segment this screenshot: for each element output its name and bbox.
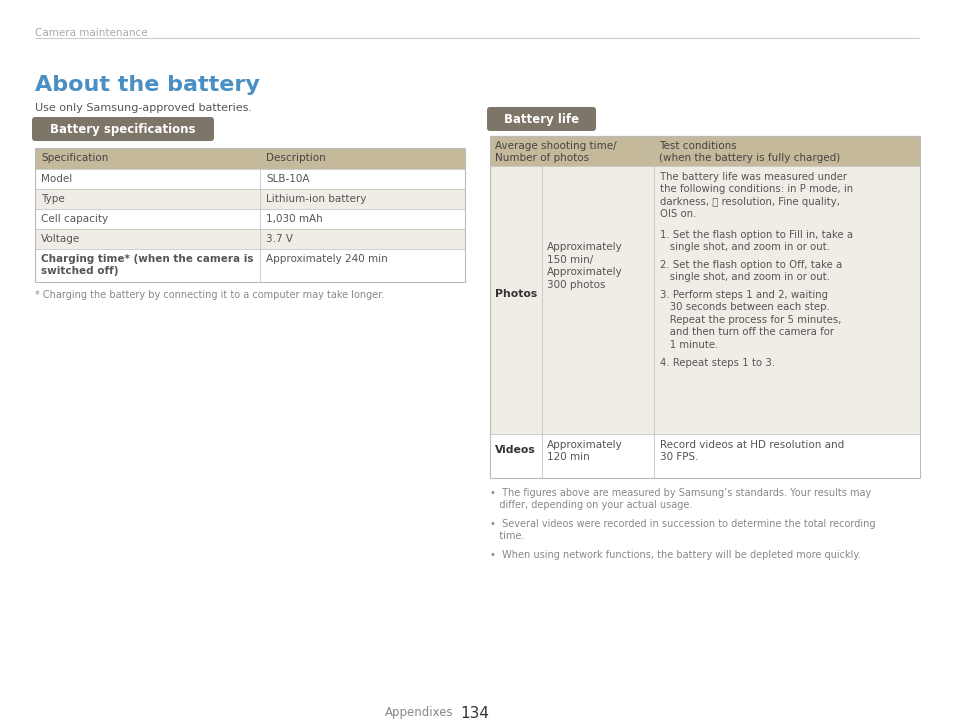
Text: Battery specifications: Battery specifications	[51, 122, 195, 135]
Text: SLB-10A: SLB-10A	[266, 174, 309, 184]
Bar	[490, 166, 541, 434]
Text: Approximately 240 min: Approximately 240 min	[266, 254, 387, 264]
Text: Model: Model	[41, 174, 72, 184]
Text: About the battery: About the battery	[35, 75, 259, 95]
Bar	[260, 169, 464, 189]
Text: Appendixes: Appendixes	[385, 706, 454, 719]
Bar	[260, 189, 464, 209]
FancyBboxPatch shape	[486, 107, 596, 131]
Text: Average shooting time/
Number of photos: Average shooting time/ Number of photos	[495, 141, 616, 163]
Text: •  The figures above are measured by Samsung’s standards. Your results may
   di: • The figures above are measured by Sams…	[490, 488, 870, 510]
Text: Camera maintenance: Camera maintenance	[35, 28, 148, 38]
Bar	[260, 148, 464, 169]
Text: 134: 134	[459, 706, 489, 720]
Bar	[654, 434, 919, 478]
Text: Charging time* (when the camera is
switched off): Charging time* (when the camera is switc…	[41, 254, 253, 276]
Text: Videos: Videos	[495, 445, 536, 455]
Bar	[541, 166, 654, 434]
Bar	[260, 249, 464, 282]
Text: Photos: Photos	[495, 289, 537, 299]
Text: The battery life was measured under
the following conditions: in P mode, in
dark: The battery life was measured under the …	[659, 172, 852, 219]
Text: * Charging the battery by connecting it to a computer may take longer.: * Charging the battery by connecting it …	[35, 290, 384, 300]
Text: 3. Perform steps 1 and 2, waiting
   30 seconds between each step.
   Repeat the: 3. Perform steps 1 and 2, waiting 30 sec…	[659, 290, 841, 350]
Text: Use only Samsung-approved batteries.: Use only Samsung-approved batteries.	[35, 103, 252, 113]
Bar	[35, 209, 260, 229]
Text: Test conditions
(when the battery is fully charged): Test conditions (when the battery is ful…	[659, 141, 840, 163]
Bar	[35, 189, 260, 209]
Bar	[260, 209, 464, 229]
Bar	[490, 136, 654, 166]
Bar	[490, 434, 541, 478]
Bar	[35, 249, 260, 282]
Text: Specification: Specification	[41, 153, 109, 163]
Text: Approximately
120 min: Approximately 120 min	[546, 440, 622, 462]
Text: 1. Set the flash option to Fill in, take a
   single shot, and zoom in or out.: 1. Set the flash option to Fill in, take…	[659, 230, 852, 253]
Bar	[654, 166, 919, 434]
Bar	[35, 169, 260, 189]
Text: 1,030 mAh: 1,030 mAh	[266, 214, 322, 224]
Bar	[654, 136, 919, 166]
Text: Voltage: Voltage	[41, 234, 80, 244]
Text: 2. Set the flash option to Off, take a
   single shot, and zoom in or out.: 2. Set the flash option to Off, take a s…	[659, 260, 841, 282]
Text: 3.7 V: 3.7 V	[266, 234, 293, 244]
Text: •  When using network functions, the battery will be depleted more quickly.: • When using network functions, the batt…	[490, 550, 860, 560]
Text: 4. Repeat steps 1 to 3.: 4. Repeat steps 1 to 3.	[659, 358, 774, 368]
FancyBboxPatch shape	[32, 117, 213, 141]
Text: Description: Description	[266, 153, 325, 163]
Bar	[35, 229, 260, 249]
Text: Record videos at HD resolution and
30 FPS.: Record videos at HD resolution and 30 FP…	[659, 440, 843, 462]
Bar	[260, 229, 464, 249]
Text: •  Several videos were recorded in succession to determine the total recording
 : • Several videos were recorded in succes…	[490, 519, 875, 541]
Text: Lithium-ion battery: Lithium-ion battery	[266, 194, 366, 204]
Text: Battery life: Battery life	[503, 112, 578, 125]
Text: Approximately
150 min/
Approximately
300 photos: Approximately 150 min/ Approximately 300…	[546, 243, 622, 289]
Bar	[35, 148, 260, 169]
Bar	[541, 434, 654, 478]
Text: Cell capacity: Cell capacity	[41, 214, 108, 224]
Text: Type: Type	[41, 194, 65, 204]
